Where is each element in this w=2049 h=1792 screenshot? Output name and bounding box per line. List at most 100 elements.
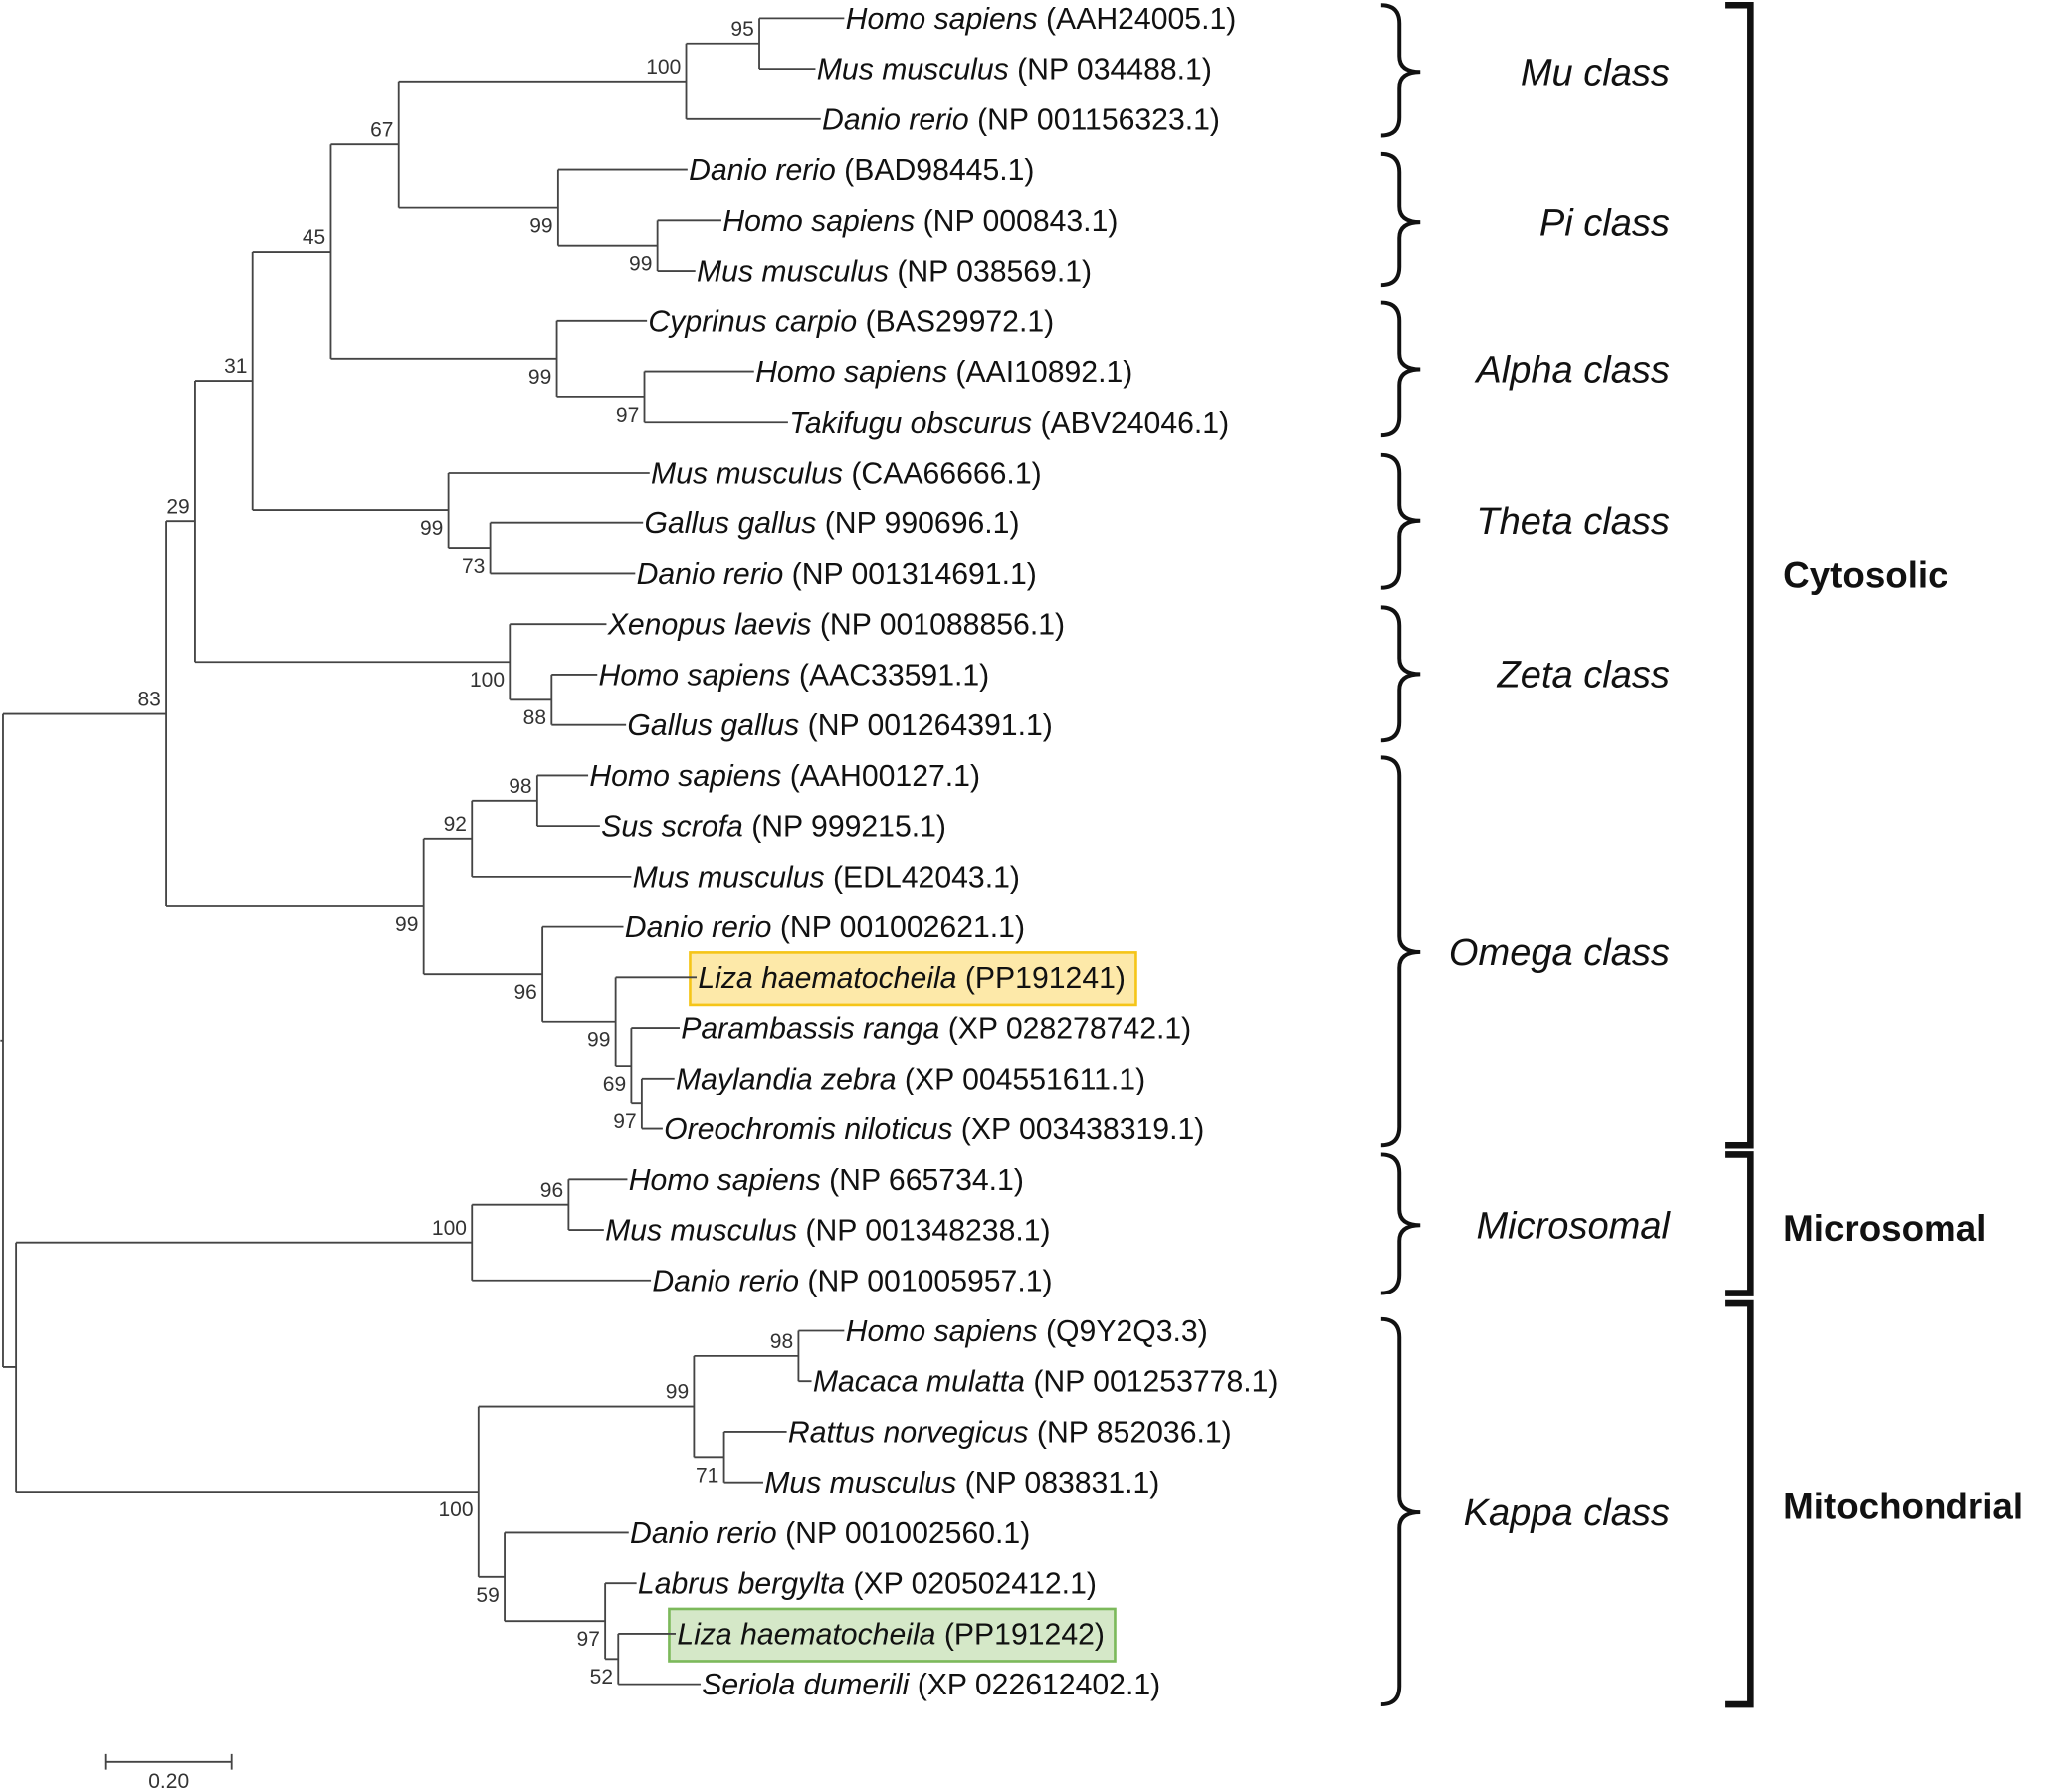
bootstrap-value: 97 <box>613 1110 636 1133</box>
species-name: Labrus bergylta <box>638 1568 845 1601</box>
taxon-label: Gallus gallus (NP 990696.1) <box>645 507 1020 540</box>
bootstrap-value: 59 <box>476 1584 499 1607</box>
bootstrap-value: 97 <box>616 404 639 427</box>
taxon-label: Homo sapiens (AAC33591.1) <box>599 659 990 692</box>
highlight-box <box>668 1607 1117 1663</box>
species-name: Mus musculus <box>697 256 889 289</box>
tree-branch <box>797 1329 845 1383</box>
species-name: Takifugu obscurus <box>789 407 1032 440</box>
accession-number: (EDL42043.1) <box>825 861 1020 894</box>
taxon-label: Oreochromis niloticus (XP 003438319.1) <box>664 1113 1204 1146</box>
tree-branch <box>477 1405 695 1578</box>
species-name: Danio rerio <box>625 911 772 944</box>
tree-branch <box>758 17 845 71</box>
bootstrap-value: 100 <box>432 1217 467 1240</box>
bootstrap-value: 29 <box>166 496 189 518</box>
accession-number: (NP 001156323.1) <box>969 103 1220 136</box>
tree-branch <box>194 380 511 664</box>
accession-number: (AAH24005.1) <box>1038 3 1237 36</box>
accession-number: (AAI10892.1) <box>947 356 1132 389</box>
species-name: Mus musculus <box>817 54 1009 87</box>
species-name: Mus musculus <box>651 457 843 490</box>
accession-number: (AAH00127.1) <box>781 760 980 793</box>
species-name: Cyprinus carpio <box>648 305 857 338</box>
accession-number: (XP 022612402.1) <box>909 1669 1160 1701</box>
taxon-label: Mus musculus (NP 083831.1) <box>764 1467 1159 1499</box>
tree-branch <box>604 1582 637 1661</box>
class-label: Theta class <box>1476 501 1670 543</box>
species-name: Mus musculus <box>764 1467 956 1499</box>
species-name: Xenopus laevis <box>607 609 812 642</box>
tree-branch <box>722 1431 787 1484</box>
group-bracket <box>1725 1151 1754 1296</box>
accession-number: (NP 665734.1) <box>821 1164 1024 1197</box>
accession-number: (BAS29972.1) <box>857 305 1054 338</box>
bootstrap-value: 92 <box>444 813 467 836</box>
accession-number: (NP 001002560.1) <box>777 1517 1031 1550</box>
tree-branch <box>509 623 607 701</box>
bootstrap-value: 31 <box>224 355 247 378</box>
tree-branch <box>617 1632 701 1686</box>
bootstrap-value: 99 <box>420 517 443 540</box>
bootstrap-value: 99 <box>587 1029 610 1052</box>
class-label: Alpha class <box>1474 350 1670 392</box>
tree-branch <box>556 168 688 247</box>
tree-branch <box>329 143 557 360</box>
taxon-label: Takifugu obscurus (ABV24046.1) <box>789 407 1229 440</box>
taxon-label: Danio rerio (NP 001156323.1) <box>822 103 1220 136</box>
taxon-label: Liza haematocheila (PP191242) <box>677 1618 1105 1651</box>
accession-number: (NP 990696.1) <box>816 507 1019 540</box>
accession-number: (NP 001314691.1) <box>783 558 1037 591</box>
accession-number: (CAA66666.1) <box>843 457 1042 490</box>
bootstrap-value: 67 <box>370 118 393 141</box>
taxon-label: Danio rerio (NP 001314691.1) <box>637 558 1037 591</box>
class-label: Mu class <box>1521 52 1670 94</box>
taxon-label: Danio rerio (NP 001002621.1) <box>625 911 1025 944</box>
taxon-label: Sus scrofa (NP 999215.1) <box>601 811 946 844</box>
bootstrap-value: 97 <box>577 1628 600 1651</box>
taxon-label: Danio rerio (NP 001002560.1) <box>630 1517 1030 1550</box>
taxon-label: Homo sapiens (AAH24005.1) <box>846 3 1237 36</box>
species-name: Parambassis ranga <box>681 1013 939 1046</box>
bootstrap-value: 98 <box>770 1330 793 1353</box>
scale-bar-label: 0.20 <box>148 1770 189 1792</box>
accession-number: (XP 003438319.1) <box>952 1113 1204 1146</box>
accession-number: (NP 083831.1) <box>956 1467 1159 1499</box>
species-name: Homo sapiens <box>629 1164 821 1197</box>
accession-number: (AAC33591.1) <box>791 659 990 692</box>
species-name: Danio rerio <box>689 154 836 187</box>
group-bracket <box>1725 1 1754 1149</box>
accession-number: (NP 001264391.1) <box>799 709 1053 742</box>
bootstrap-value: 99 <box>666 1381 689 1404</box>
clade-brace <box>1380 151 1421 288</box>
taxon-label: Homo sapiens (NP 665734.1) <box>629 1164 1024 1197</box>
taxon-label: Danio rerio (NP 001005957.1) <box>652 1265 1052 1297</box>
tree-branch <box>504 1531 629 1623</box>
taxon-label: Cyprinus carpio (BAS29972.1) <box>648 305 1054 338</box>
species-name: Maylandia zebra <box>676 1063 897 1095</box>
tree-branch <box>643 370 788 424</box>
taxon-label: Liza haematocheila (PP191241) <box>698 962 1126 995</box>
accession-number: (PP191241) <box>956 962 1126 995</box>
tree-branch <box>535 774 600 828</box>
taxon-label: Maylandia zebra (XP 004551611.1) <box>676 1063 1145 1095</box>
group-bracket <box>1725 1299 1754 1708</box>
clade-brace <box>1380 3 1421 138</box>
tree-branch <box>165 520 424 907</box>
species-name: Sus scrofa <box>601 811 743 844</box>
tree-branch <box>397 80 687 209</box>
clade-brace <box>1380 300 1421 438</box>
species-name: Macaca mulatta <box>813 1366 1025 1399</box>
tree-branch <box>656 219 721 272</box>
bootstrap-value: 100 <box>646 56 681 79</box>
taxon-label: Xenopus laevis (NP 001088856.1) <box>607 609 1065 642</box>
accession-number: (Q9Y2Q3.3) <box>1038 1315 1208 1348</box>
group-label: Microsomal <box>1783 1208 1986 1249</box>
bootstrap-value: 73 <box>462 555 485 578</box>
taxon-label: Macaca mulatta (NP 001253778.1) <box>813 1366 1279 1399</box>
species-name: Homo sapiens <box>755 356 947 389</box>
bootstrap-value: 96 <box>514 981 537 1004</box>
taxon-label: Danio rerio (BAD98445.1) <box>689 154 1034 187</box>
bootstrap-value: 83 <box>137 689 160 711</box>
